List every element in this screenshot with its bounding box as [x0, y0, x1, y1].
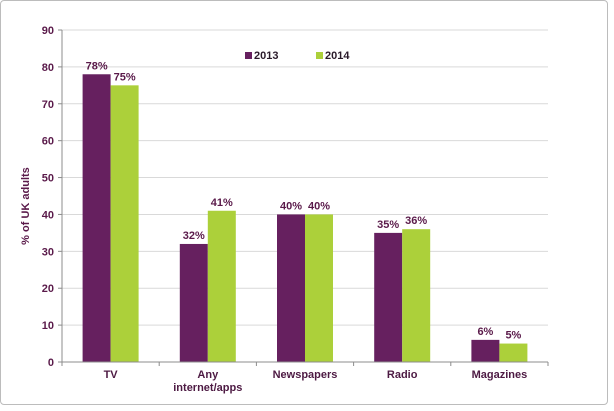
data-label: 40% — [308, 200, 330, 212]
chart-frame — [0, 0, 608, 405]
y-tick-label: 80 — [42, 62, 54, 74]
data-label: 40% — [280, 200, 302, 212]
axes — [58, 29, 549, 366]
y-tick-label: 10 — [42, 320, 54, 332]
legend-swatch-2014 — [316, 52, 323, 59]
data-label: 78% — [86, 60, 108, 72]
data-label: 5% — [505, 330, 521, 342]
category-label: Any internet/apps — [173, 369, 242, 394]
data-label: 35% — [377, 219, 399, 231]
bar-2013 — [277, 214, 305, 362]
bar-2014 — [110, 85, 139, 362]
legend-swatch-2013 — [245, 52, 252, 59]
category-label: Newspapers — [273, 369, 338, 381]
y-tick-label: 20 — [42, 283, 54, 295]
category-label: Radio — [387, 369, 418, 381]
bar-2013 — [179, 243, 208, 362]
y-tick-label: 50 — [42, 173, 54, 185]
data-label: 41% — [211, 197, 233, 209]
bars — [82, 74, 528, 363]
bar-2014 — [499, 343, 528, 362]
data-label: 36% — [405, 215, 427, 227]
bar-2013 — [471, 339, 500, 362]
data-label: 75% — [114, 71, 136, 83]
y-axis-label: % of UK adults — [20, 167, 32, 245]
y-tick-label: 0 — [48, 357, 54, 369]
category-label: TV — [104, 369, 119, 381]
y-tick-label: 60 — [42, 136, 54, 148]
data-label: 6% — [477, 326, 493, 338]
y-tick-label: 30 — [42, 246, 54, 258]
y-tick-label: 40 — [42, 209, 54, 221]
gridlines — [62, 29, 548, 326]
legend-label: 2013 — [254, 50, 278, 62]
bar-2013 — [374, 232, 403, 362]
y-tick-label: 90 — [42, 25, 54, 37]
legend-label: 2014 — [325, 50, 350, 62]
category-label: Magazines — [472, 369, 528, 381]
data-labels: 78% 75% 32% 41% 40% 40% 35% 36% 6% 5% — [86, 60, 522, 341]
bar-2014 — [305, 214, 333, 362]
x-axis-categories: TV Any internet/apps Newspapers Radio Magazin… — [104, 369, 528, 394]
y-tick-label: 70 — [42, 99, 54, 111]
data-label: 32% — [183, 230, 205, 242]
bar-2013 — [82, 74, 111, 363]
bar-2014 — [402, 229, 431, 362]
legend: 2013 2014 — [245, 50, 350, 62]
bar-2014 — [207, 210, 236, 362]
y-axis-ticks: 0 10 20 30 40 50 60 70 80 90 — [42, 25, 54, 369]
